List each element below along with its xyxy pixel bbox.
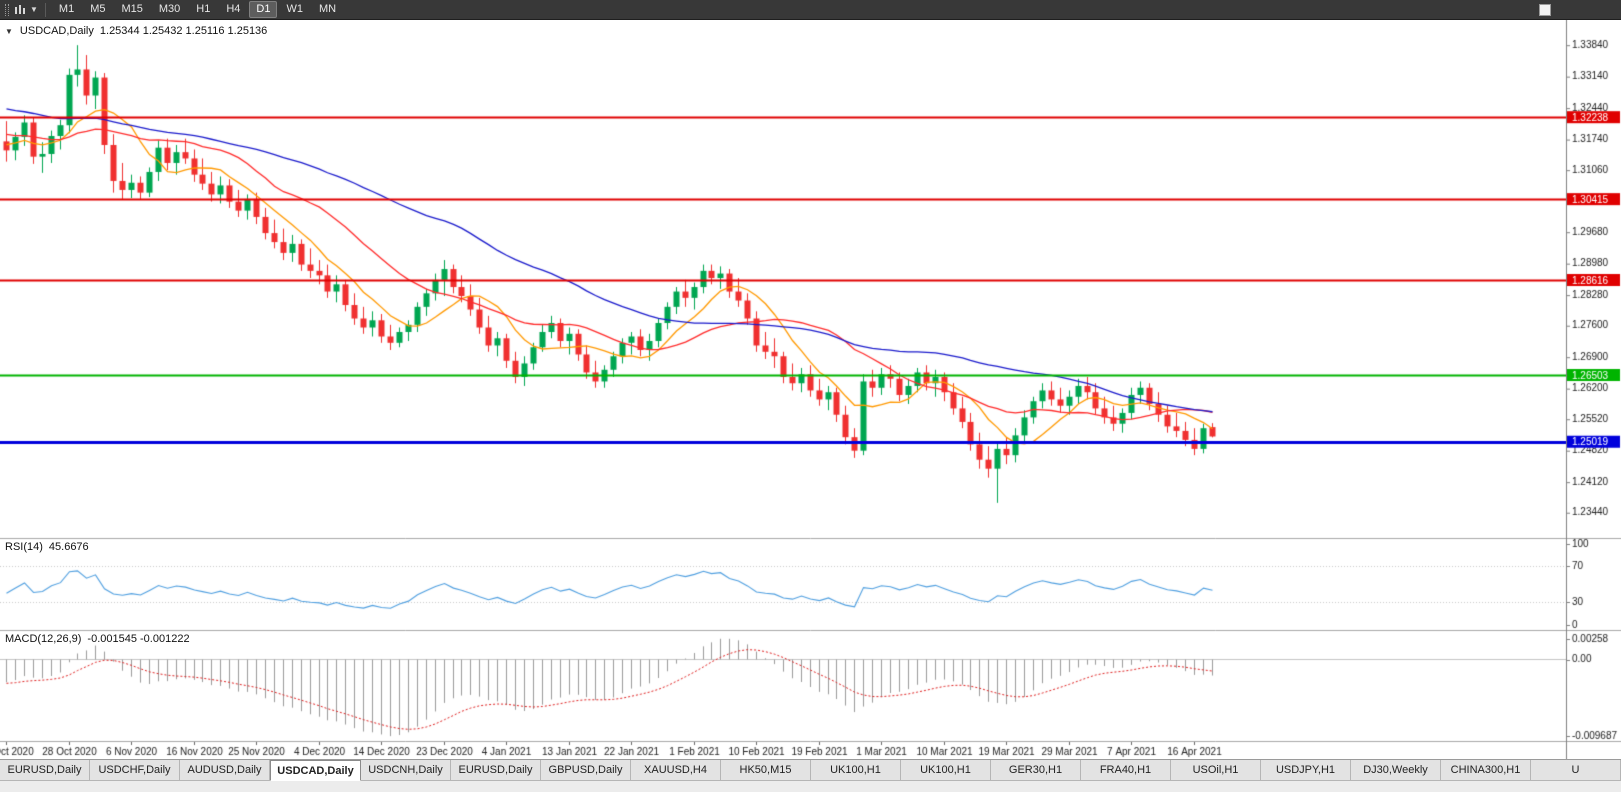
timeframe-toolbar: ▼ M1 M5 M15 M30 H1 H4 D1 W1 MN bbox=[0, 0, 1621, 20]
macd-indicator-name: MACD(12,26,9) bbox=[5, 633, 82, 645]
timeframe-button-h1[interactable]: H1 bbox=[196, 3, 211, 15]
timeframe-button-mn[interactable]: MN bbox=[318, 3, 337, 15]
chart-menu-caret-icon[interactable]: ▼ bbox=[30, 4, 38, 14]
chart-tab-eurusd-daily[interactable]: EURUSD,Daily bbox=[0, 760, 90, 781]
rsi-pane-label: RSI(14) 45.6676 bbox=[5, 541, 89, 553]
timeframe-button-m1[interactable]: M1 bbox=[58, 3, 75, 15]
chart-ohlc-values: 1.25344 1.25432 1.25116 1.25136 bbox=[99, 25, 268, 37]
chart-tab-ger30-h1[interactable]: GER30,H1 bbox=[991, 760, 1081, 781]
chart-title: USDCAD,Daily bbox=[19, 25, 94, 37]
chart-tab-dj30-weekly[interactable]: DJ30,Weekly bbox=[1351, 760, 1441, 781]
candlestick-chart-icon[interactable] bbox=[13, 3, 27, 17]
rsi-indicator-name: RSI(14) bbox=[5, 541, 43, 553]
chart-tab-u[interactable]: U bbox=[1531, 760, 1621, 781]
chart-tab-eurusd-daily[interactable]: EURUSD,Daily bbox=[451, 760, 541, 781]
chart-tab-uk100-h1[interactable]: UK100,H1 bbox=[811, 760, 901, 781]
chart-tab-hk50-m15[interactable]: HK50,M15 bbox=[721, 760, 811, 781]
chart-tab-usdcnh-daily[interactable]: USDCNH,Daily bbox=[361, 760, 451, 781]
chart-tab-usdchf-daily[interactable]: USDCHF,Daily bbox=[90, 760, 180, 781]
price-chart-canvas[interactable] bbox=[0, 20, 1621, 759]
timeframe-button-h4[interactable]: H4 bbox=[226, 3, 241, 15]
chart-tabbar: EURUSD,Daily USDCHF,Daily AUDUSD,Daily USDC… bbox=[0, 759, 1621, 792]
chart-tab-usoil-h1[interactable]: USOil,H1 bbox=[1171, 760, 1261, 781]
chart-tab-uk100-h1[interactable]: UK100,H1 bbox=[901, 760, 991, 781]
timeframe-button-m30[interactable]: M30 bbox=[158, 3, 181, 15]
toolbar-separator bbox=[44, 2, 46, 17]
macd-pane-label: MACD(12,26,9) -0.001545 -0.001222 bbox=[5, 633, 190, 645]
main-pane-label: ▼ USDCAD,Daily 1.25344 1.25432 1.25116 1… bbox=[5, 25, 267, 37]
macd-indicator-values: -0.001545 -0.001222 bbox=[87, 633, 190, 645]
timeframe-button-d1[interactable]: D1 bbox=[249, 1, 278, 18]
timeframe-button-m15[interactable]: M15 bbox=[121, 3, 143, 15]
toolbar-grip[interactable] bbox=[5, 3, 9, 16]
chart-tab-gbpusd-daily[interactable]: GBPUSD,Daily bbox=[541, 760, 631, 781]
chart-tab-china300-h1[interactable]: CHINA300,H1 bbox=[1441, 760, 1531, 781]
rsi-indicator-value: 45.6676 bbox=[48, 541, 89, 553]
timeframe-button-w1[interactable]: W1 bbox=[286, 3, 303, 15]
chart-tab-usdcad-daily[interactable]: USDCAD,Daily bbox=[270, 760, 361, 781]
chart-tab-xauusd-h4[interactable]: XAUUSD,H4 bbox=[631, 760, 721, 781]
chart-tab-fra40-h1[interactable]: FRA40,H1 bbox=[1081, 760, 1171, 781]
chart-tab-usdjpy-h1[interactable]: USDJPY,H1 bbox=[1261, 760, 1351, 781]
timeframe-button-m5[interactable]: M5 bbox=[90, 3, 106, 15]
chart-area: ▼ USDCAD,Daily 1.25344 1.25432 1.25116 1… bbox=[0, 20, 1621, 759]
timeframe-buttons: M1 M5 M15 M30 H1 H4 D1 W1 MN bbox=[51, 1, 344, 18]
toolbar-end-box[interactable] bbox=[1539, 4, 1551, 16]
chart-tab-audusd-daily[interactable]: AUDUSD,Daily bbox=[180, 760, 270, 781]
symbol-dropdown-icon[interactable]: ▼ bbox=[5, 26, 13, 36]
